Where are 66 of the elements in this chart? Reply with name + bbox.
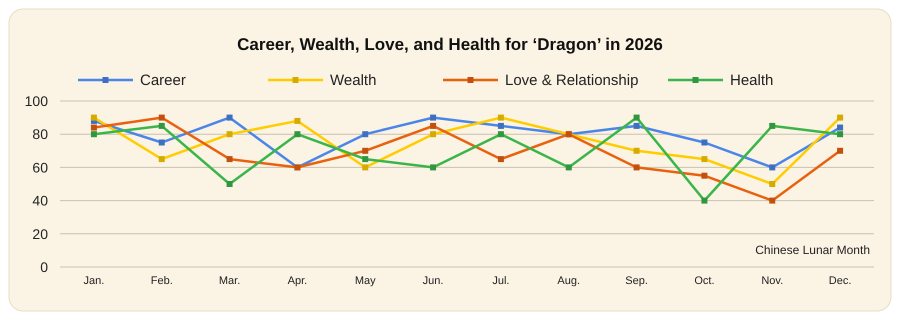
point	[90, 131, 97, 138]
x-tick-label: Aug.	[557, 275, 580, 287]
point	[158, 140, 165, 146]
x-tick-label: Dec.	[828, 275, 852, 287]
point	[498, 131, 504, 138]
point	[634, 114, 640, 121]
point	[498, 114, 504, 121]
x-tick-label: May	[354, 275, 376, 287]
point	[362, 156, 368, 162]
point	[90, 124, 97, 131]
x-tick-label: Sep.	[625, 275, 648, 287]
point	[498, 156, 504, 162]
point	[294, 131, 300, 138]
point	[701, 140, 708, 146]
point	[430, 114, 436, 121]
y-tick-label: 40	[32, 192, 48, 209]
y-tick-label: 0	[40, 259, 48, 275]
point	[701, 172, 708, 179]
point	[634, 148, 640, 154]
x-tick-label: Feb.	[150, 275, 173, 287]
point	[90, 114, 97, 121]
point	[226, 131, 233, 138]
point	[226, 114, 233, 121]
legend-label: Wealth	[330, 72, 376, 89]
legend-label: Health	[730, 72, 774, 89]
point	[226, 181, 233, 187]
point	[769, 164, 776, 170]
point	[430, 131, 436, 138]
point	[837, 148, 844, 154]
point	[566, 164, 572, 170]
point	[769, 181, 776, 187]
point	[362, 131, 368, 138]
point	[158, 122, 165, 129]
point	[701, 156, 708, 162]
point	[362, 164, 368, 170]
y-tick-label: 80	[32, 126, 48, 142]
point	[634, 122, 640, 129]
point	[362, 148, 368, 154]
point	[837, 124, 844, 131]
legend-label: Love & Relationship	[505, 72, 638, 89]
y-tick-label: 20	[32, 226, 48, 242]
x-tick-label: Jun.	[422, 275, 444, 287]
y-tick-label: 100	[24, 93, 48, 109]
point	[769, 198, 776, 204]
point	[634, 164, 640, 170]
point	[430, 164, 436, 170]
point	[158, 114, 165, 121]
point	[837, 114, 844, 121]
x-tick-label: Apr.	[288, 275, 308, 287]
annotation: Chinese Lunar Month	[755, 243, 870, 257]
point	[430, 122, 436, 129]
y-tick-label: 60	[32, 159, 48, 176]
x-tick-label: Oct.	[694, 275, 715, 287]
x-tick-label: Jan.	[84, 275, 104, 287]
point	[837, 131, 844, 138]
x-tick-label: Nov.	[761, 275, 784, 287]
chart-title: Career, Wealth, Love, and Health for ‘Dragon’ in 2026	[237, 35, 663, 54]
legend-label: Career	[140, 72, 186, 89]
point	[701, 198, 708, 204]
x-tick-label: Jul.	[492, 275, 510, 287]
point	[498, 122, 504, 129]
x-tick-label: Mar.	[218, 275, 240, 287]
point	[294, 118, 300, 124]
point	[158, 156, 165, 162]
point	[769, 122, 776, 129]
point	[226, 156, 233, 162]
